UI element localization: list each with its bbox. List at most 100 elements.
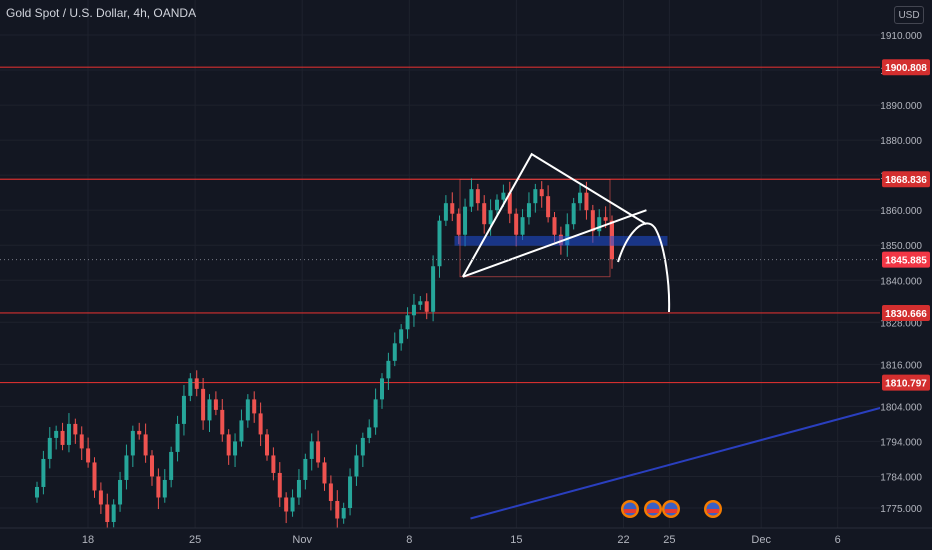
event-flag-icon[interactable]: [704, 500, 722, 518]
currency-button[interactable]: USD: [894, 6, 924, 24]
candle[interactable]: [213, 391, 218, 416]
candle[interactable]: [41, 450, 46, 495]
candle[interactable]: [424, 293, 429, 320]
candle[interactable]: [169, 446, 174, 488]
candle[interactable]: [290, 489, 295, 517]
candle[interactable]: [373, 388, 378, 435]
candle[interactable]: [150, 450, 154, 486]
candle[interactable]: [450, 192, 455, 222]
candle[interactable]: [328, 475, 333, 511]
candle[interactable]: [111, 499, 116, 528]
time-axis[interactable]: 18 25 Nov 8 15 22 25 Dec 6: [0, 527, 932, 550]
candle[interactable]: [54, 425, 59, 450]
candle[interactable]: [309, 433, 314, 471]
candle[interactable]: [162, 469, 167, 503]
candle[interactable]: [137, 422, 142, 440]
candle[interactable]: [380, 373, 384, 409]
candle[interactable]: [105, 493, 110, 534]
candle[interactable]: [175, 415, 180, 462]
candle-body: [60, 430, 65, 445]
candle[interactable]: [431, 255, 436, 322]
candle[interactable]: [507, 181, 512, 224]
candle[interactable]: [348, 468, 353, 516]
candle[interactable]: [271, 447, 276, 481]
candle[interactable]: [265, 429, 269, 461]
candle[interactable]: [386, 352, 391, 390]
candle[interactable]: [220, 399, 225, 442]
candle[interactable]: [207, 394, 212, 432]
candle[interactable]: [143, 423, 148, 463]
candle[interactable]: [296, 469, 301, 505]
last-price-tag: 1845.885: [882, 251, 930, 268]
candle[interactable]: [571, 197, 576, 230]
candle[interactable]: [252, 391, 257, 423]
candle-body: [565, 224, 570, 246]
candle[interactable]: [201, 378, 206, 430]
candle[interactable]: [194, 370, 199, 397]
candle[interactable]: [411, 293, 416, 327]
candle[interactable]: [188, 373, 193, 402]
candle[interactable]: [92, 457, 97, 498]
blue-trend-line[interactable]: [470, 401, 900, 520]
candle[interactable]: [79, 426, 84, 460]
candle[interactable]: [233, 433, 238, 468]
candle[interactable]: [181, 385, 186, 436]
candle[interactable]: [392, 332, 397, 367]
candle[interactable]: [258, 402, 263, 446]
candle-body: [175, 423, 180, 452]
candle[interactable]: [47, 427, 52, 469]
projection-curve[interactable]: [617, 222, 671, 313]
candle[interactable]: [597, 209, 602, 237]
candle[interactable]: [418, 296, 423, 311]
candle[interactable]: [156, 468, 161, 510]
candle[interactable]: [495, 194, 499, 216]
candle[interactable]: [354, 444, 359, 486]
candle[interactable]: [482, 195, 487, 234]
candle[interactable]: [469, 178, 474, 212]
candle[interactable]: [546, 185, 551, 223]
candle[interactable]: [316, 430, 321, 468]
candle[interactable]: [284, 492, 289, 524]
candle[interactable]: [475, 183, 480, 211]
candle-body: [124, 455, 129, 480]
candle[interactable]: [303, 453, 308, 490]
candle[interactable]: [66, 413, 71, 453]
event-flag-icon[interactable]: [662, 500, 680, 518]
candle[interactable]: [98, 482, 103, 514]
candle-body: [386, 360, 391, 379]
triangle-drawing[interactable]: [461, 152, 647, 278]
candle[interactable]: [226, 429, 231, 465]
candle[interactable]: [245, 394, 250, 428]
candle[interactable]: [520, 209, 525, 240]
candle[interactable]: [118, 471, 123, 512]
candle[interactable]: [360, 432, 365, 468]
candle[interactable]: [488, 199, 493, 236]
candle[interactable]: [239, 409, 244, 447]
event-flag-icon[interactable]: [644, 500, 662, 518]
event-flag-icon[interactable]: [621, 500, 639, 518]
candle[interactable]: [578, 184, 583, 211]
candle[interactable]: [437, 215, 442, 278]
candle[interactable]: [341, 502, 346, 524]
candle[interactable]: [124, 444, 129, 490]
candle[interactable]: [35, 481, 39, 503]
candle[interactable]: [73, 418, 78, 444]
candle[interactable]: [533, 183, 538, 213]
candle[interactable]: [322, 457, 327, 491]
candle[interactable]: [526, 192, 531, 225]
candle[interactable]: [60, 422, 65, 451]
candle[interactable]: [443, 195, 448, 226]
level-price-tag: 1868.836: [882, 171, 930, 188]
candle[interactable]: [405, 307, 410, 339]
rising-trendline[interactable]: [462, 209, 647, 278]
price-axis[interactable]: 1775.000 1784.000 1794.000 1804.000 1816.000…: [880, 0, 932, 550]
candle[interactable]: [399, 324, 404, 351]
candle[interactable]: [277, 462, 282, 507]
candle[interactable]: [565, 213, 570, 257]
candle[interactable]: [367, 419, 372, 444]
candle[interactable]: [539, 181, 544, 208]
candle[interactable]: [335, 490, 340, 531]
candle[interactable]: [86, 437, 91, 468]
candle[interactable]: [130, 425, 135, 468]
